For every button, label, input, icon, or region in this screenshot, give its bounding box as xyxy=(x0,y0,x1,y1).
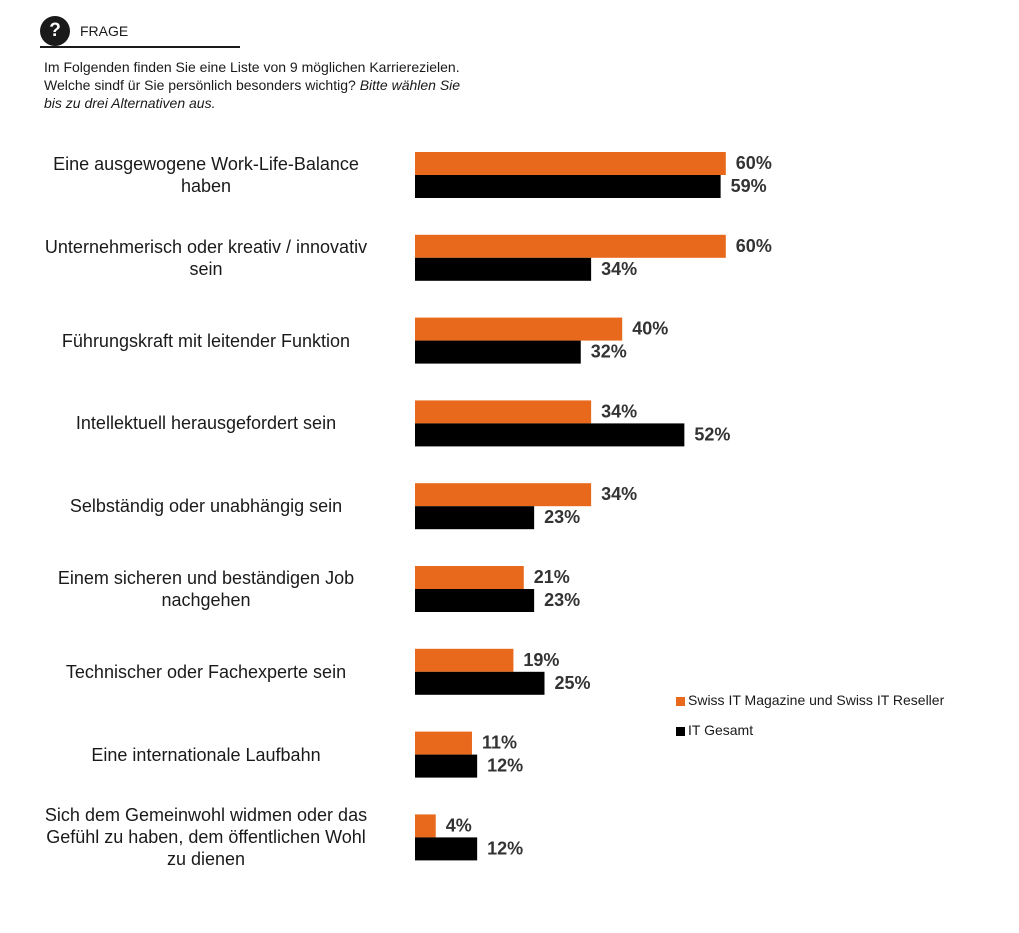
category-label-line: Sich dem Gemeinwohl widmen oder das xyxy=(44,805,368,826)
data-label-it-gesamt-6: 25% xyxy=(555,673,591,693)
data-label-swiss-it-8: 4% xyxy=(446,815,472,835)
category-label-8: Sich dem Gemeinwohl widmen oder das Gefüh… xyxy=(16,804,396,870)
category-label-line: sein xyxy=(189,258,223,279)
category-label-line: haben xyxy=(180,176,232,196)
bar-swiss-it-0 xyxy=(415,152,726,175)
bar-swiss-it-8 xyxy=(415,814,436,838)
category-label-6: Technischer oder Fachexperte sein xyxy=(16,661,396,683)
question-line-2: Welche sindf ür Sie persönlich besonders… xyxy=(44,76,544,94)
category-label-4: Selbständig oder unabhängig sein xyxy=(16,495,396,517)
data-label-swiss-it-4: 34% xyxy=(601,484,637,504)
data-label-it-gesamt-5: 23% xyxy=(544,590,580,610)
data-label-swiss-it-3: 34% xyxy=(601,401,637,421)
bar-it-gesamt-3 xyxy=(415,423,685,447)
category-label-line: Eine internationale Laufbahn xyxy=(91,744,321,765)
data-label-swiss-it-2: 40% xyxy=(632,319,668,339)
legend-swatch xyxy=(676,727,685,736)
category-label-7: Eine internationale Laufbahn xyxy=(16,744,396,766)
category-label-2: Führungskraft mit leitender Funktion xyxy=(16,330,396,352)
data-label-it-gesamt-7: 12% xyxy=(487,756,523,776)
data-label-swiss-it-7: 11% xyxy=(482,733,517,753)
legend-swatch xyxy=(676,697,685,706)
bar-swiss-it-2 xyxy=(415,317,623,341)
data-label-swiss-it-6: 19% xyxy=(523,650,559,670)
bar-swiss-it-5 xyxy=(415,566,524,589)
bar-it-gesamt-8 xyxy=(415,837,478,861)
question-icon: ? xyxy=(40,16,70,46)
category-label-line: Unternehmerisch oder kreativ / innovativ xyxy=(44,236,368,257)
bar-it-gesamt-7 xyxy=(415,754,478,778)
data-label-it-gesamt-4: 23% xyxy=(544,507,580,527)
question-line-3: bis zu drei Alternativen aus. xyxy=(44,94,544,112)
bar-it-gesamt-1 xyxy=(415,257,592,281)
bar-swiss-it-3 xyxy=(415,400,592,424)
data-label-it-gesamt-2: 32% xyxy=(591,342,627,362)
data-label-it-gesamt-1: 34% xyxy=(601,259,637,279)
bar-swiss-it-6 xyxy=(415,648,514,672)
bar-swiss-it-7 xyxy=(415,731,472,755)
category-label-line: Selbständig oder unabhängig sein xyxy=(69,496,343,517)
bar-it-gesamt-5 xyxy=(415,589,535,612)
question-line-2-italic: Bitte wählen Sie xyxy=(359,77,461,93)
category-label-line: nachgehen xyxy=(161,590,251,610)
question-line-3-italic: bis zu drei Alternativen aus. xyxy=(44,95,216,111)
category-label-3: Intellektuell herausgefordert sein xyxy=(16,412,396,434)
data-label-swiss-it-5: 21% xyxy=(534,567,570,587)
category-label-line: Eine ausgewogene Work-Life-Balance xyxy=(53,154,359,174)
bar-it-gesamt-2 xyxy=(415,340,581,364)
category-label-line: Einem sicheren und beständigen Job xyxy=(57,568,355,588)
category-label-line: Intellektuell herausgefordert sein xyxy=(75,413,337,434)
legend-label: IT Gesamt xyxy=(688,722,754,738)
legend-label: Swiss IT Magazine und Swiss IT Reseller xyxy=(688,692,945,708)
data-label-it-gesamt-8: 12% xyxy=(487,838,523,858)
data-label-swiss-it-1: 60% xyxy=(736,236,772,256)
header-divider xyxy=(40,46,240,48)
question-header-label: FRAGE xyxy=(80,23,129,39)
data-label-it-gesamt-0: 59% xyxy=(731,176,767,196)
category-label-0: Eine ausgewogene Work-Life-Balance haben xyxy=(16,153,396,197)
data-label-swiss-it-0: 60% xyxy=(736,153,772,173)
bar-it-gesamt-0 xyxy=(415,175,721,198)
category-label-line: Technischer oder Fachexperte sein xyxy=(65,661,347,682)
category-label-5: Einem sicheren und beständigen Job nachge… xyxy=(16,567,396,611)
question-line-1: Im Folgenden finden Sie eine Liste von 9… xyxy=(44,59,460,75)
category-label-1: Unternehmerisch oder kreativ / innovativ… xyxy=(16,236,396,280)
bar-it-gesamt-4 xyxy=(415,506,535,530)
bar-swiss-it-1 xyxy=(415,234,726,258)
bar-swiss-it-4 xyxy=(415,483,592,507)
question-header: ? FRAGE xyxy=(40,16,240,48)
question-line-2-text: Welche sindf ür Sie persönlich besonders… xyxy=(44,77,356,93)
category-label-line: zu dienen xyxy=(166,849,246,870)
bar-it-gesamt-6 xyxy=(415,671,545,695)
data-label-it-gesamt-3: 52% xyxy=(694,424,730,444)
category-label-line: Führungskraft mit leitender Funktion xyxy=(61,330,351,351)
question-text: Im Folgenden finden Sie eine Liste von 9… xyxy=(44,58,544,112)
category-label-line: Gefühl zu haben, dem öffentlichen Wohl xyxy=(46,827,366,848)
